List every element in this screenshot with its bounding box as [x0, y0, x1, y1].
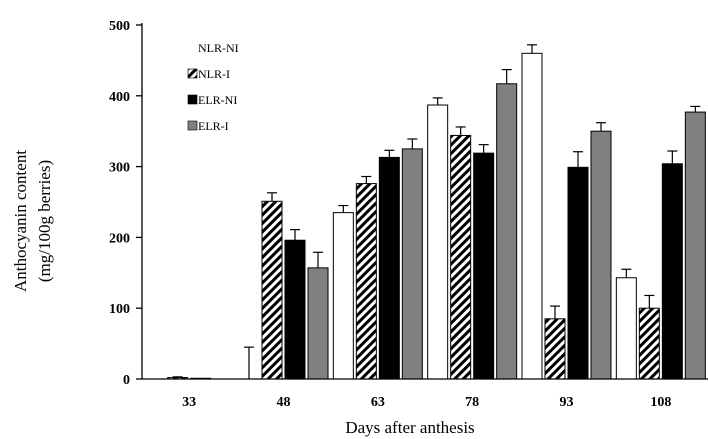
- x-ticks: 33 48 63 78 93 108: [182, 395, 671, 410]
- y-axis-label-line1: Anthocyanin content: [11, 150, 30, 292]
- x-tick-label: 33: [182, 395, 196, 410]
- legend-swatch-elr-ni: [187, 94, 198, 105]
- bar-nlr-ni-78: [427, 104, 449, 380]
- bar-elr-i-63: [401, 148, 423, 380]
- y-tick-label: 500: [109, 19, 130, 34]
- y-tick-label: 100: [109, 302, 130, 317]
- legend-swatch-elr-i: [187, 120, 198, 131]
- bar-nlr-i-108: [638, 307, 660, 380]
- bar-nlr-i-63: [355, 183, 377, 380]
- x-tick-label: 78: [465, 395, 479, 410]
- bar-nlr-ni-93: [521, 52, 543, 380]
- y-tick-label: 200: [109, 231, 130, 246]
- x-tick-label: 48: [277, 395, 291, 410]
- bar-elr-i-93: [590, 130, 612, 380]
- x-tick-label: 63: [371, 395, 385, 410]
- bar-elr-ni-78: [473, 152, 495, 380]
- bar-nlr-ni-63: [332, 212, 354, 380]
- y-tick-label: 400: [109, 90, 130, 105]
- bar-nlr-i-93: [544, 318, 566, 380]
- y-tick-label: 300: [109, 161, 130, 176]
- error-bars-layer: [172, 44, 701, 379]
- bar-elr-ni-63: [378, 156, 400, 380]
- bar-elr-i-78: [496, 83, 518, 380]
- legend-label-nlr-i: NLR-I: [198, 67, 230, 81]
- bar-nlr-ni-108: [615, 277, 637, 380]
- x-tick-label: 93: [560, 395, 574, 410]
- bar-elr-ni-48: [284, 239, 306, 380]
- bar-elr-i-48: [307, 267, 329, 380]
- y-ticks: 0 100 200 300 400 500: [109, 19, 142, 388]
- bar-nlr-i-48: [261, 200, 283, 380]
- y-tick-label: 0: [123, 373, 130, 388]
- legend-swatch-nlr-i: [187, 68, 198, 79]
- x-axis-label: Days after anthesis: [345, 418, 474, 437]
- legend-label-elr-i: ELR-I: [198, 119, 229, 133]
- y-axis-label-line2: (mg/100g berries): [35, 160, 54, 282]
- x-tick-label: 108: [650, 395, 671, 410]
- bar-elr-ni-93: [567, 166, 589, 380]
- legend: NLR-NI NLR-I ELR-NI ELR-I: [187, 41, 239, 133]
- bar-elr-ni-108: [661, 163, 683, 380]
- bars-layer: [167, 52, 706, 380]
- legend-label-nlr-ni: NLR-NI: [198, 41, 239, 55]
- bar-elr-i-108: [684, 111, 706, 380]
- bar-nlr-i-78: [450, 134, 472, 380]
- legend-swatch-nlr-ni: [188, 43, 197, 52]
- legend-label-elr-ni: ELR-NI: [198, 93, 237, 107]
